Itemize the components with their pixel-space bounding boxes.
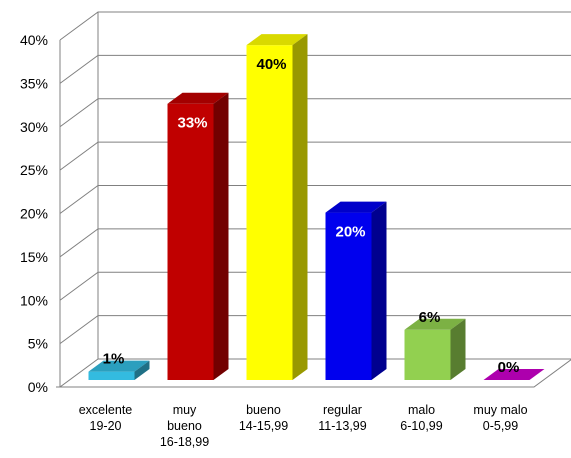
bar-top bbox=[404, 318, 466, 330]
bar-top bbox=[167, 92, 229, 104]
gridline bbox=[59, 98, 571, 128]
bar-side bbox=[292, 34, 308, 381]
x-tick-label-line: 0-5,99 bbox=[483, 419, 518, 433]
bar-side bbox=[371, 201, 387, 380]
y-tick-label: 35% bbox=[20, 75, 48, 91]
x-tick-label-line: malo bbox=[408, 403, 435, 417]
gridline bbox=[59, 11, 571, 41]
bar-top bbox=[88, 360, 150, 372]
gridline bbox=[59, 141, 571, 171]
bar-front bbox=[167, 103, 214, 380]
x-tick-label-line: 16-18,99 bbox=[160, 435, 209, 449]
bar-side bbox=[450, 318, 466, 380]
x-tick-label: muy bueno 16-18,99 bbox=[160, 403, 209, 449]
bar bbox=[88, 360, 150, 380]
y-axis-ticks: 0% 5% 10% 15% 20% 25% 30% 35% 40% bbox=[20, 32, 48, 395]
x-tick-label-line: excelente bbox=[79, 403, 133, 417]
data-label: 20% bbox=[335, 224, 365, 241]
y-tick-label: 30% bbox=[20, 119, 48, 135]
bar-side bbox=[134, 360, 150, 380]
x-tick-label: muy malo 0-5,99 bbox=[473, 403, 527, 433]
gridline bbox=[59, 315, 571, 345]
bar-front bbox=[246, 45, 293, 381]
gridline bbox=[59, 54, 571, 84]
y-tick-label: 0% bbox=[28, 379, 48, 395]
x-tick-label-line: bueno bbox=[167, 419, 202, 433]
x-tick-label-line: muy bbox=[173, 403, 197, 417]
bar bbox=[246, 34, 308, 381]
x-tick-label-line: bueno bbox=[246, 403, 281, 417]
bar bbox=[404, 318, 466, 380]
y-tick-label: 25% bbox=[20, 162, 48, 178]
bar-top bbox=[325, 201, 387, 213]
grid-layer bbox=[56, 11, 571, 388]
y-tick-label: 20% bbox=[20, 206, 48, 222]
bars bbox=[88, 34, 545, 381]
data-label: 1% bbox=[103, 351, 125, 368]
data-label: 6% bbox=[419, 309, 441, 326]
bar-side bbox=[213, 92, 229, 380]
x-tick-label: regular 11-13,99 bbox=[318, 403, 366, 433]
x-tick-label: excelente 19-20 bbox=[79, 403, 133, 433]
bar-front bbox=[404, 329, 451, 380]
bar-top bbox=[246, 34, 308, 46]
y-tick-label: 15% bbox=[20, 249, 48, 265]
bar bbox=[167, 92, 229, 380]
bar bbox=[483, 369, 545, 380]
y-tick-label: 40% bbox=[20, 32, 48, 48]
x-tick-label-line: 6-10,99 bbox=[400, 419, 442, 433]
y-tick-label: 5% bbox=[28, 336, 48, 352]
bar bbox=[325, 201, 387, 380]
x-tick-label: bueno 14-15,99 bbox=[239, 403, 288, 433]
bar-top bbox=[483, 369, 545, 380]
x-tick-label-line: 11-13,99 bbox=[318, 419, 366, 433]
bar-front bbox=[88, 371, 135, 380]
y-tick-label: 10% bbox=[20, 292, 48, 308]
gridline bbox=[59, 228, 571, 258]
floor bbox=[58, 358, 571, 388]
data-label: 33% bbox=[177, 115, 207, 132]
x-tick-label-line: muy malo bbox=[473, 403, 527, 417]
gridline bbox=[59, 185, 571, 214]
x-tick-label-line: 19-20 bbox=[90, 419, 122, 433]
x-tick-label-line: 14-15,99 bbox=[239, 419, 288, 433]
bar-front bbox=[325, 212, 372, 380]
data-labels: 1% 33% 40% 20% 6% 0% bbox=[103, 56, 520, 376]
x-axis-labels: excelente 19-20 muy bueno 16-18,99 bueno 14-15… bbox=[79, 403, 528, 449]
data-label: 0% bbox=[498, 359, 520, 376]
data-label: 40% bbox=[256, 56, 286, 73]
x-tick-label: malo 6-10,99 bbox=[400, 403, 442, 433]
gridline bbox=[59, 271, 571, 301]
x-tick-label-line: regular bbox=[323, 403, 362, 417]
